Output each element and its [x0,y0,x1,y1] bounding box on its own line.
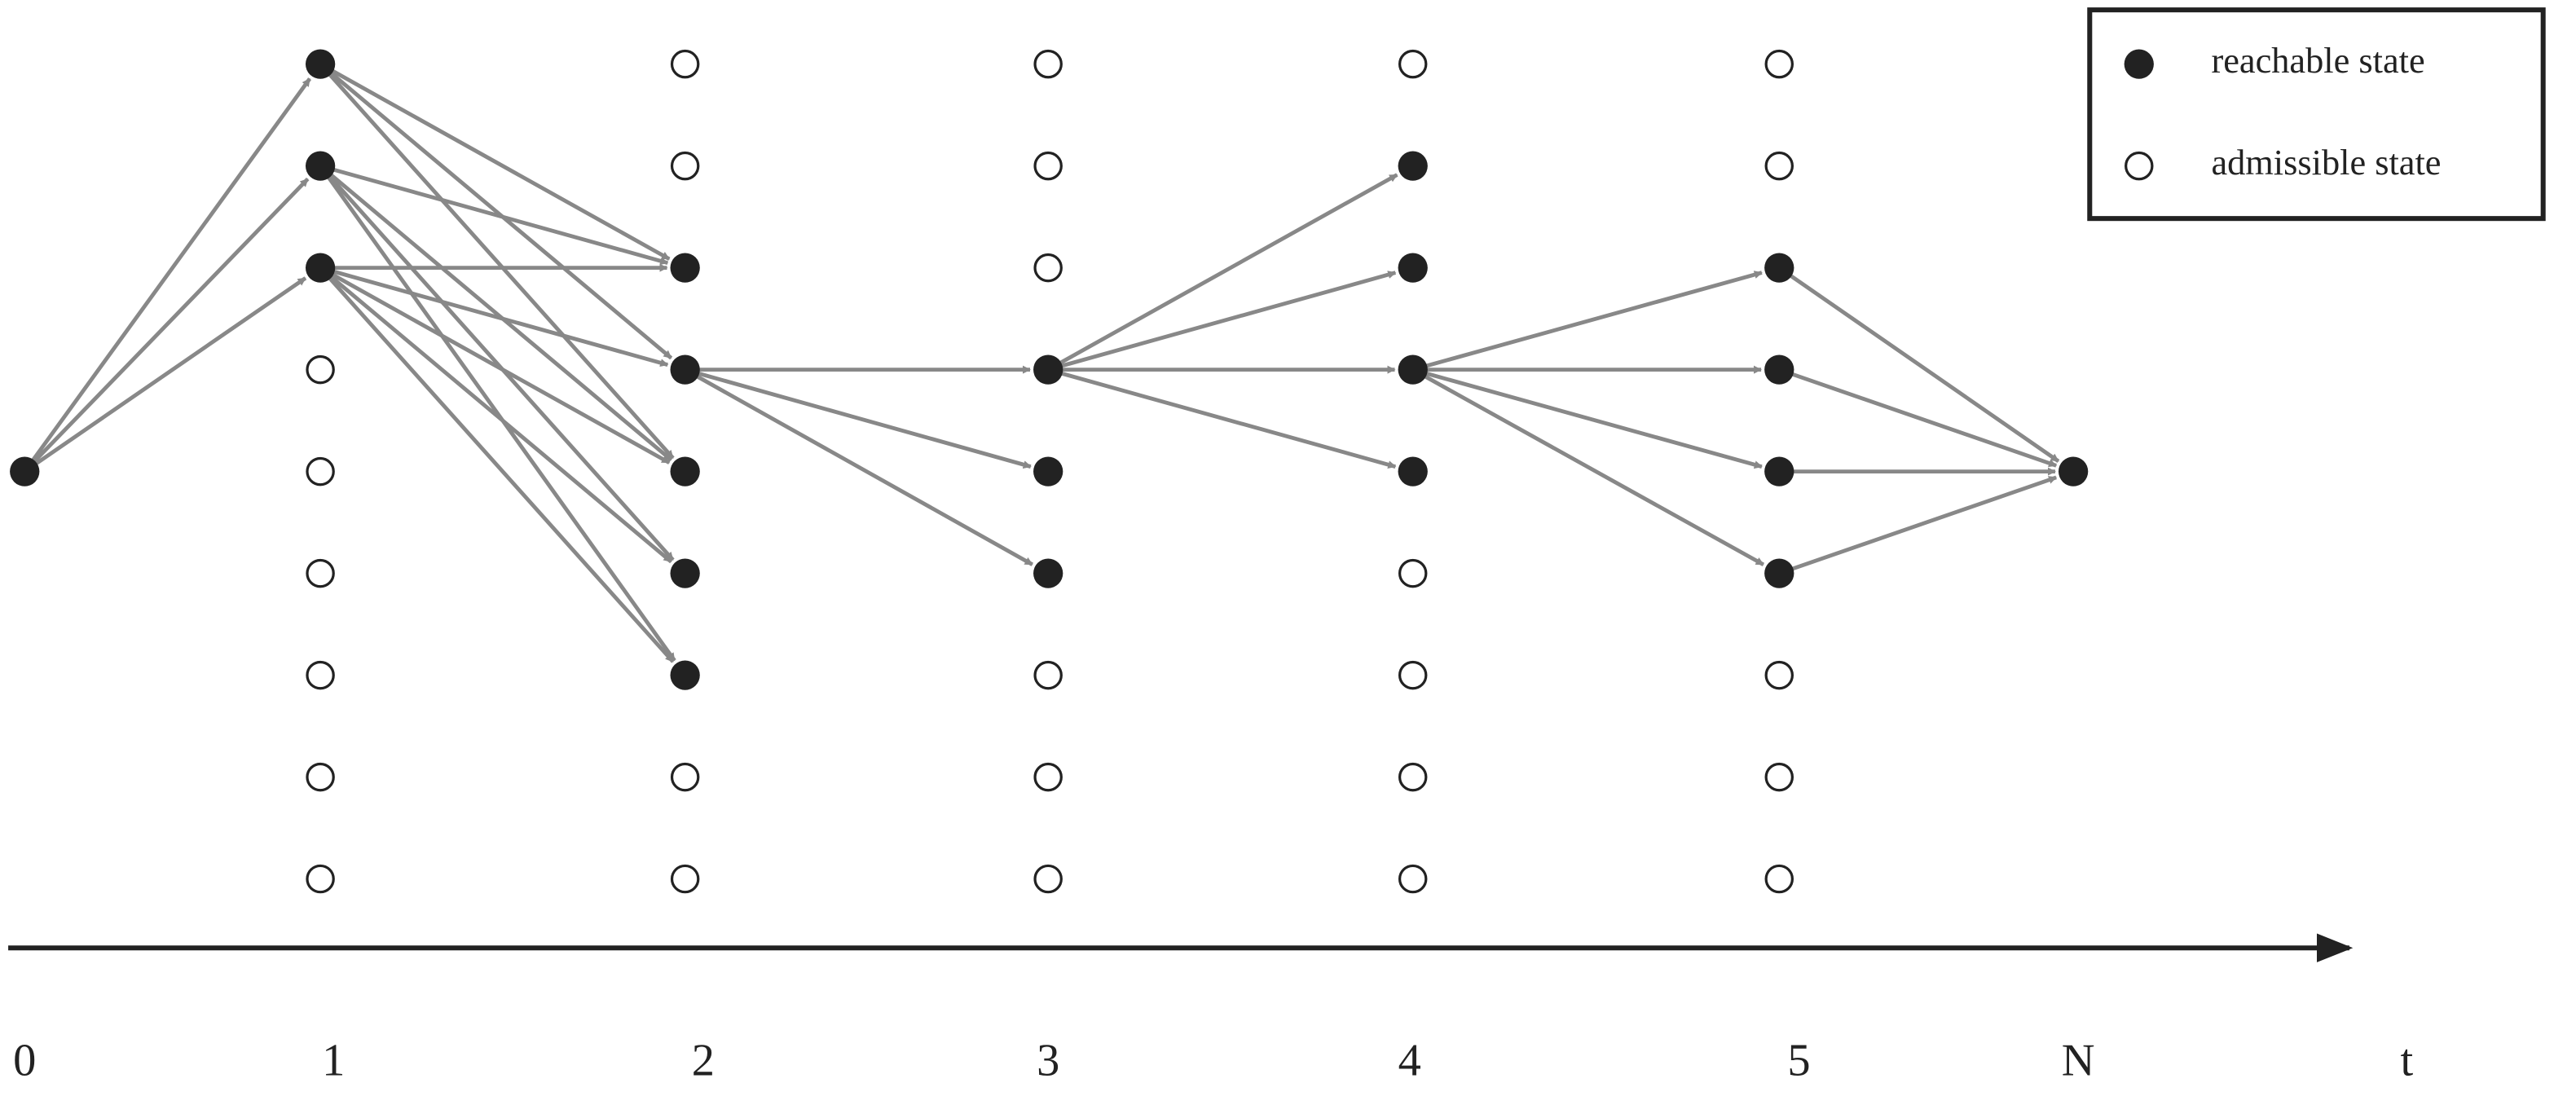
edge [319,266,673,564]
legend-reachable-symbol [2124,49,2154,79]
admissible-state [1033,660,1063,690]
legend-box [2087,7,2546,222]
reachable-state [1398,354,1428,385]
edge [1411,368,1765,566]
admissible-state [1033,151,1063,181]
edge [23,77,312,473]
edge [1778,368,2058,468]
edge [319,266,671,464]
admissible-state [670,49,700,79]
edge [23,276,307,473]
reachable-state [1033,558,1063,588]
admissible-state [1398,762,1428,792]
edge [1412,271,1763,372]
edge [1047,271,1397,372]
axis-label: t [2401,1035,2414,1085]
admissible-state [306,354,335,385]
edge [319,165,675,561]
admissible-state [1033,864,1063,894]
admissible-state [1398,660,1428,690]
admissible-state [1033,49,1063,79]
axis-label: 0 [13,1035,36,1085]
edge [319,164,669,266]
edge [1046,173,1398,372]
reachable-state [1033,354,1063,385]
legend-label: admissible state [2211,142,2441,183]
reachable-state [1398,253,1428,283]
legend-label: reachable state [2211,40,2424,81]
edge [319,266,675,663]
admissible-state [1764,864,1794,894]
admissible-state [1398,49,1428,79]
axis-label: 1 [322,1035,345,1085]
nodes [10,49,2089,894]
edge [1047,368,1397,469]
admissible-state [306,762,335,792]
reachable-state [305,49,336,79]
admissible-state [670,864,700,894]
reachable-state [670,660,700,690]
admissible-state [306,558,335,588]
axis-label: 5 [1787,1035,1810,1085]
admissible-state [670,762,700,792]
admissible-state [1033,762,1063,792]
edge [319,62,673,360]
edge [1778,475,2058,575]
admissible-state [1764,151,1794,181]
edges [23,62,2060,663]
edge [684,368,1032,469]
admissible-state [1033,253,1063,283]
admissible-state [1764,660,1794,690]
edge [1777,266,2060,463]
admissible-state [1764,49,1794,79]
edge [1412,368,1763,469]
edge [319,62,671,261]
reachable-state [1398,456,1428,486]
edge [319,164,673,462]
legend-admissible-symbol [2125,151,2154,181]
reachable-state [670,354,700,385]
edge [319,63,675,460]
reachable-state [1764,354,1794,385]
edge [319,165,676,662]
reachable-state [10,456,40,486]
admissible-state [670,151,700,181]
reachable-state [1764,558,1794,588]
admissible-state [306,456,335,486]
reachable-state [670,253,700,283]
axis-label: 4 [1398,1035,1421,1085]
reachable-state [670,456,700,486]
axis-label: N [2062,1035,2095,1085]
edge [23,177,310,473]
axis-label: 3 [1037,1035,1059,1085]
reachable-state [1764,456,1794,486]
admissible-state [1764,762,1794,792]
legend: reachable state admissible state [2087,7,2546,222]
admissible-state [1398,558,1428,588]
admissible-state [1398,864,1428,894]
reachable-state [1764,253,1794,283]
admissible-state [306,660,335,690]
reachable-state [2058,456,2089,486]
edge [684,368,1034,566]
reachable-state [305,253,336,283]
admissible-state [306,864,335,894]
reachable-state [1033,456,1063,486]
reachable-state [670,558,700,588]
axis-label: 2 [692,1035,715,1085]
reachable-state [1398,151,1428,181]
edge [319,266,669,368]
reachable-state [305,151,336,181]
